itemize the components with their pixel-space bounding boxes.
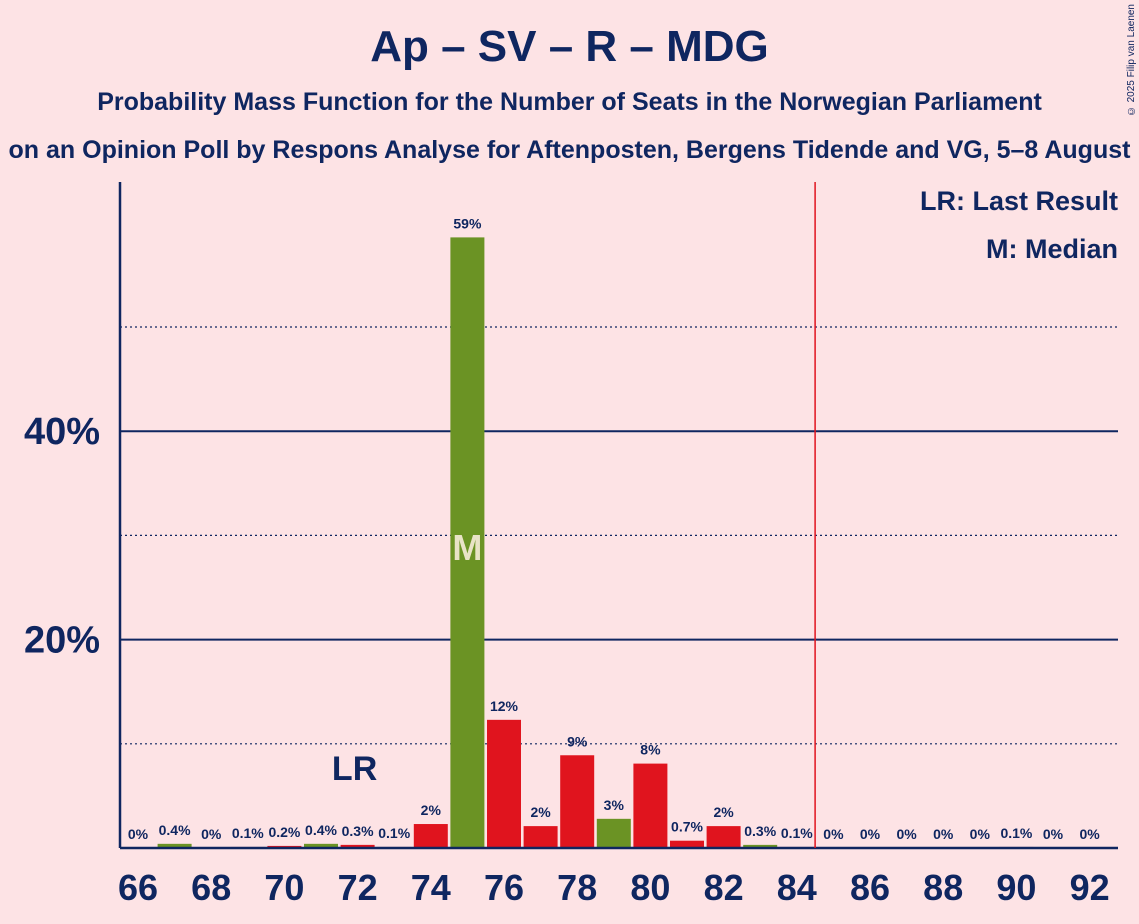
bar-label-75: 59% bbox=[453, 215, 482, 231]
bar-label-85: 0% bbox=[823, 826, 844, 842]
x-tick-label-66: 66 bbox=[118, 867, 158, 908]
x-tick-label-88: 88 bbox=[923, 867, 963, 908]
bar-label-67: 0.4% bbox=[159, 822, 191, 838]
bar-75 bbox=[450, 237, 485, 848]
bar-label-86: 0% bbox=[860, 826, 881, 842]
bar-label-81: 0.7% bbox=[671, 819, 703, 835]
bar-label-73: 0.1% bbox=[378, 825, 410, 841]
annotations: LR M bbox=[332, 182, 816, 848]
x-tick-label-82: 82 bbox=[704, 867, 744, 908]
x-tick-label-86: 86 bbox=[850, 867, 890, 908]
last-result-marker: LR bbox=[332, 750, 377, 788]
bar-76 bbox=[487, 719, 521, 848]
bar-label-79: 3% bbox=[604, 797, 625, 813]
bar-label-74: 2% bbox=[421, 802, 442, 818]
median-marker: M bbox=[452, 527, 482, 568]
x-tick-label-68: 68 bbox=[191, 867, 231, 908]
x-tick-label-84: 84 bbox=[777, 867, 817, 908]
x-tick-label-72: 72 bbox=[338, 867, 378, 908]
legend-entry-1: M: Median bbox=[986, 234, 1118, 264]
bar-label-78: 9% bbox=[567, 733, 588, 749]
y-tick-labels: 20% 40% bbox=[24, 411, 100, 661]
bar-label-66: 0% bbox=[128, 826, 149, 842]
bar-78 bbox=[560, 755, 595, 848]
bar-label-90: 0.1% bbox=[1000, 825, 1032, 841]
bar-77 bbox=[523, 826, 558, 848]
bar-81 bbox=[670, 840, 704, 848]
bars bbox=[157, 237, 1034, 848]
x-tick-labels: 66 68 70 72 74 76 78 80 82 84 86 88 90 92 bbox=[118, 867, 1110, 908]
bar-label-88: 0% bbox=[933, 826, 954, 842]
chart-title: Ap – SV – R – MDG bbox=[370, 22, 769, 71]
bar-79 bbox=[596, 818, 631, 848]
bar-label-83: 0.3% bbox=[744, 823, 776, 839]
x-tick-label-92: 92 bbox=[1070, 867, 1110, 908]
axes bbox=[118, 182, 1118, 850]
bar-80 bbox=[633, 763, 668, 848]
x-tick-label-70: 70 bbox=[264, 867, 304, 908]
bar-label-80: 8% bbox=[640, 742, 661, 758]
bar-label-68: 0% bbox=[201, 826, 222, 842]
bar-label-91: 0% bbox=[1043, 826, 1064, 842]
bar-label-71: 0.4% bbox=[305, 822, 337, 838]
bar-label-84: 0.1% bbox=[781, 825, 813, 841]
y-tick-label-40: 40% bbox=[24, 411, 100, 453]
bar-label-82: 2% bbox=[713, 804, 734, 820]
bar-label-89: 0% bbox=[970, 826, 991, 842]
bar-74 bbox=[413, 824, 448, 848]
bar-82 bbox=[706, 826, 741, 848]
bar-label-92: 0% bbox=[1079, 826, 1100, 842]
x-tick-label-80: 80 bbox=[630, 867, 670, 908]
bar-71 bbox=[304, 843, 338, 848]
bar-label-87: 0% bbox=[896, 826, 917, 842]
bar-83 bbox=[743, 844, 778, 848]
x-tick-label-78: 78 bbox=[557, 867, 597, 908]
legend: LR: Last Result M: Median bbox=[920, 186, 1118, 264]
x-tick-label-90: 90 bbox=[996, 867, 1036, 908]
grid-lines bbox=[120, 326, 1118, 745]
x-tick-label-74: 74 bbox=[411, 867, 451, 908]
bar-label-76: 12% bbox=[490, 698, 519, 714]
chart-source-line: on an Opinion Poll by Respons Analyse fo… bbox=[8, 136, 1131, 164]
legend-entry-0: LR: Last Result bbox=[920, 186, 1118, 216]
bar-72 bbox=[340, 844, 375, 848]
bar-label-70: 0.2% bbox=[268, 824, 300, 840]
chart-subtitle: Probability Mass Function for the Number… bbox=[97, 88, 1042, 116]
bar-label-69: 0.1% bbox=[232, 825, 264, 841]
bar-label-72: 0.3% bbox=[342, 823, 374, 839]
bar-label-77: 2% bbox=[530, 804, 551, 820]
bar-labels: 0% 0.4% 0% 0.1% 0.2% 0.4% 0.3% 0.1%2%59%12%2%9%… bbox=[128, 215, 1100, 842]
bar-67 bbox=[157, 843, 192, 848]
x-tick-label-76: 76 bbox=[484, 867, 524, 908]
y-tick-label-20: 20% bbox=[24, 620, 100, 662]
